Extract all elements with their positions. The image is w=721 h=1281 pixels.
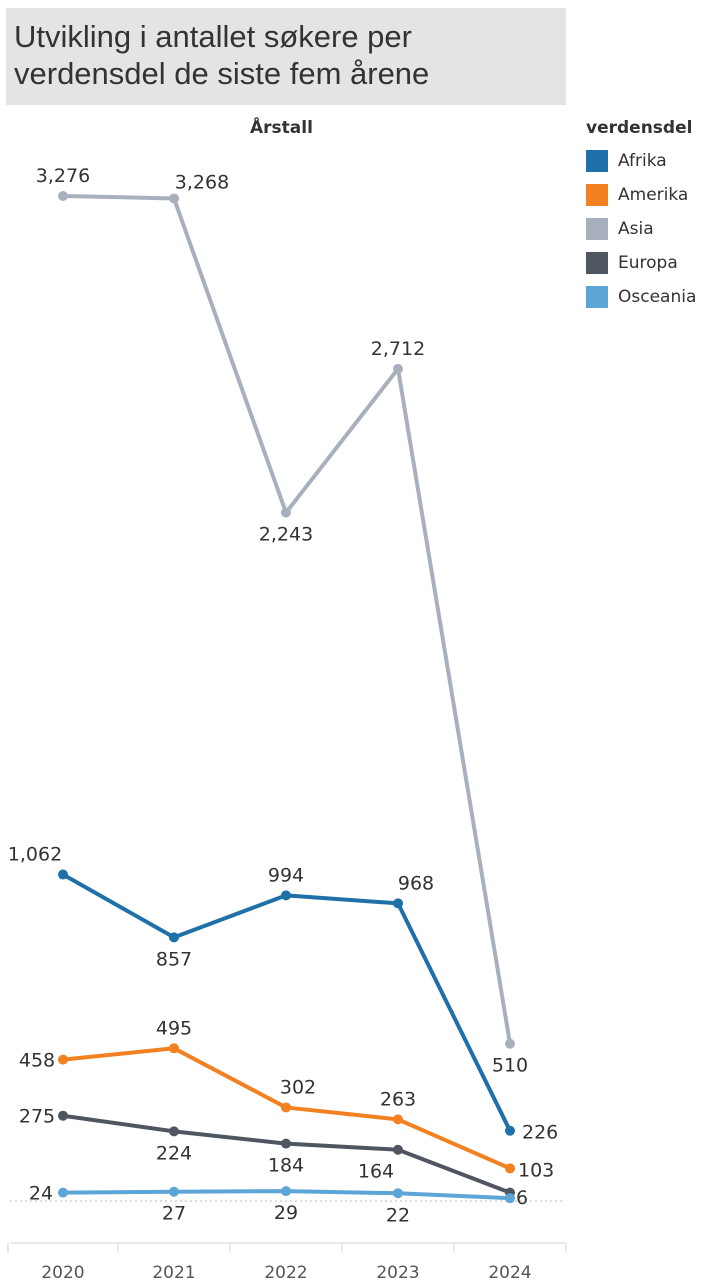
legend-swatch <box>586 150 608 172</box>
legend-title: verdensdel <box>586 118 693 138</box>
data-point-afrika <box>281 890 291 901</box>
data-point-europa <box>58 1110 68 1121</box>
x-tick-label: 2024 <box>488 1263 531 1281</box>
x-tick-label: 2020 <box>41 1263 84 1281</box>
data-label-osceania: 24 <box>29 1183 53 1205</box>
legend-swatch <box>586 218 608 240</box>
x-tick-label: 2023 <box>376 1263 419 1281</box>
x-axis-title: Årstall <box>250 118 313 138</box>
data-label-osceania: 27 <box>162 1203 186 1225</box>
data-point-amerika <box>393 1114 403 1125</box>
data-label-osceania: 22 <box>386 1204 410 1226</box>
legend-items: Afrika Amerika Asia Europa Osceania <box>586 144 721 314</box>
legend-item-europa[interactable]: Europa <box>586 246 721 280</box>
data-label-afrika: 857 <box>156 948 192 970</box>
data-label-europa: 275 <box>19 1106 55 1128</box>
series-line-asia <box>61 194 512 1046</box>
legend-item-afrika[interactable]: Afrika <box>586 144 721 178</box>
data-point-asia <box>505 1038 515 1049</box>
x-tick-label: 2021 <box>152 1263 195 1281</box>
data-point-amerika <box>58 1054 68 1065</box>
data-point-asia <box>169 193 179 204</box>
data-point-amerika <box>281 1102 291 1113</box>
data-point-afrika <box>58 869 68 880</box>
legend-label: Amerika <box>618 185 689 205</box>
data-label-amerika: 103 <box>518 1159 554 1181</box>
data-label-asia: 2,712 <box>371 338 425 360</box>
chart-title-box: Utvikling i antallet søkere per verdensd… <box>6 8 566 105</box>
legend-label: Asia <box>618 219 654 239</box>
data-label-europa: 224 <box>156 1142 192 1164</box>
chart-title: Utvikling i antallet søkere per verdensd… <box>14 19 430 91</box>
data-label-afrika: 994 <box>268 864 304 886</box>
data-point-afrika <box>505 1125 515 1136</box>
data-point-europa <box>281 1138 291 1149</box>
data-label-amerika: 495 <box>156 1017 192 1039</box>
legend-label: Osceania <box>618 287 697 307</box>
legend: verdensdel Afrika Amerika Asia Europa Oscean… <box>586 118 721 314</box>
data-point-europa <box>169 1126 179 1137</box>
data-point-osceania <box>169 1186 179 1197</box>
legend-swatch <box>586 252 608 274</box>
legend-item-osceania[interactable]: Osceania <box>586 280 721 314</box>
data-label-afrika: 968 <box>398 872 434 894</box>
data-point-asia <box>281 507 291 518</box>
data-point-asia <box>58 191 68 201</box>
data-label-amerika: 302 <box>280 1076 316 1098</box>
data-point-osceania <box>58 1187 68 1198</box>
legend-item-amerika[interactable]: Amerika <box>586 178 721 212</box>
data-label-osceania: 29 <box>274 1202 298 1224</box>
legend-swatch <box>586 184 608 206</box>
legend-item-asia[interactable]: Asia <box>586 212 721 246</box>
legend-swatch <box>586 286 608 308</box>
legend-label: Afrika <box>618 151 667 171</box>
data-point-amerika <box>169 1043 179 1054</box>
data-point-osceania <box>281 1186 291 1197</box>
data-label-asia: 2,243 <box>259 524 313 546</box>
data-point-afrika <box>169 932 179 943</box>
data-label-afrika: 1,062 <box>8 844 62 866</box>
data-label-osceania: 6 <box>516 1187 528 1209</box>
data-point-asia <box>393 363 403 374</box>
data-point-amerika <box>505 1163 515 1174</box>
data-point-osceania <box>505 1193 515 1204</box>
data-label-afrika: 226 <box>522 1122 558 1144</box>
data-point-europa <box>393 1144 403 1155</box>
data-label-amerika: 458 <box>19 1050 55 1072</box>
data-label-asia: 510 <box>492 1055 528 1077</box>
data-label-europa: 184 <box>268 1155 304 1177</box>
x-tick-label: 2022 <box>264 1263 307 1281</box>
data-label-asia: 3,268 <box>175 171 229 193</box>
data-label-europa: 164 <box>358 1161 394 1183</box>
data-point-afrika <box>393 898 403 909</box>
data-point-osceania <box>393 1188 403 1199</box>
data-label-amerika: 263 <box>380 1088 416 1110</box>
data-label-asia: 3,276 <box>36 165 90 187</box>
legend-label: Europa <box>618 253 678 273</box>
